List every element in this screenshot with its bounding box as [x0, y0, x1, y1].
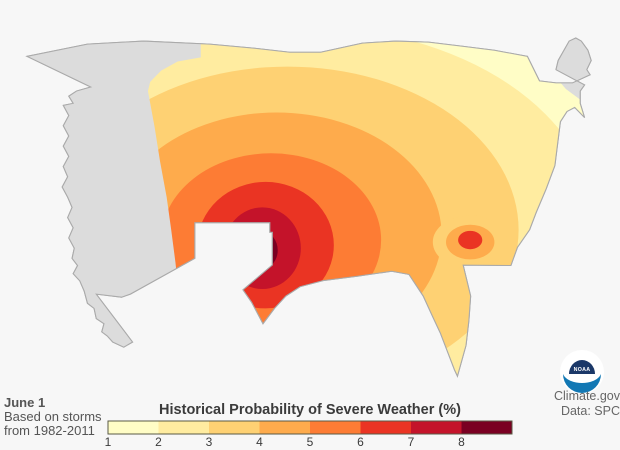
svg-text:June 1: June 1: [4, 395, 45, 410]
svg-text:NOAA: NOAA: [574, 367, 591, 373]
svg-text:2: 2: [155, 435, 162, 449]
svg-text:1: 1: [105, 435, 112, 449]
svg-text:7: 7: [408, 435, 415, 449]
svg-text:5: 5: [307, 435, 314, 449]
svg-text:8: 8: [458, 435, 465, 449]
svg-text:3: 3: [206, 435, 213, 449]
svg-text:Historical Probability of Seve: Historical Probability of Severe Weather…: [159, 402, 461, 418]
svg-text:4: 4: [256, 435, 263, 449]
svg-text:Data: SPC: Data: SPC: [561, 404, 620, 418]
svg-text:Climate.gov: Climate.gov: [554, 389, 620, 403]
svg-text:from 1982-2011: from 1982-2011: [4, 423, 95, 438]
svg-text:Based on storms: Based on storms: [4, 409, 102, 424]
svg-text:6: 6: [357, 435, 364, 449]
